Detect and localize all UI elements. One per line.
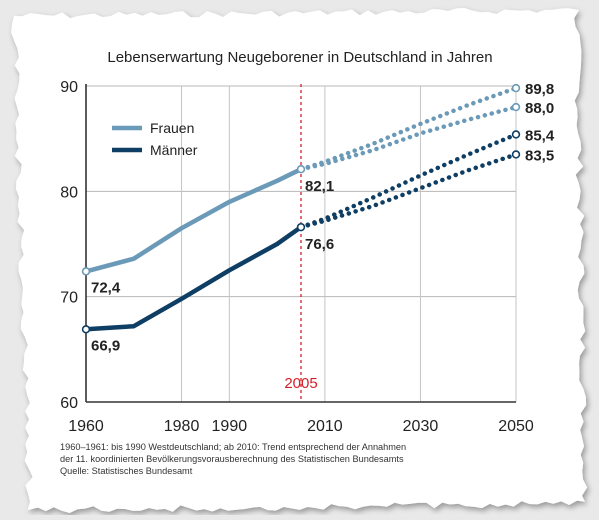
- start-point-maenner: [81, 325, 91, 334]
- series-lines: [81, 83, 521, 334]
- forecast-end-point-maenner-2: [511, 150, 521, 159]
- y-tick-label-80: 80: [60, 184, 78, 201]
- x-tick-label-2050: 2050: [498, 418, 534, 435]
- data-labels: 89,8 88,0 72,4 82,1 85,4 83,5 66,9 76,6: [91, 81, 555, 354]
- paper-background: [11, 8, 588, 513]
- forecast-line-maenner-2: [298, 152, 519, 230]
- marker-value-label-frauen: 82,1: [305, 178, 334, 195]
- footnote-line-1: 1960–1961: bis 1990 Westdeutschland; ab …: [60, 442, 406, 452]
- marker-label-2005: 2005: [284, 375, 317, 392]
- legend: Frauen Männer: [112, 120, 198, 158]
- y-tick-label-60: 60: [60, 395, 78, 412]
- forecast-end-point-maenner-1: [511, 130, 521, 139]
- y-tick-label-90: 90: [60, 79, 78, 96]
- start-value-label-frauen: 72,4: [91, 279, 121, 296]
- end-value-label-frauen-1: 89,8: [525, 81, 554, 98]
- marker-point-maenner: [296, 222, 306, 232]
- x-tick-label-2030: 2030: [403, 418, 439, 435]
- forecast-end-point-frauen-2: [511, 102, 521, 112]
- series-line-maenner: [83, 224, 304, 332]
- chart-title: Lebenserwartung Neugeborener in Deutschl…: [107, 49, 492, 66]
- footnote-source: Quelle: Statistisches Bundesamt: [60, 466, 193, 476]
- footnote-line-2: der 11. koordinierten Bevölkerungsvoraus…: [60, 454, 404, 464]
- forecast-end-point-frauen-1: [511, 83, 521, 93]
- x-tick-label-2010: 2010: [307, 418, 343, 435]
- end-value-label-frauen-2: 88,0: [525, 100, 554, 117]
- legend-label-maenner: Männer: [150, 142, 198, 158]
- series-line-frauen: [83, 166, 304, 274]
- marker-point-frauen: [296, 165, 306, 174]
- x-tick-label-1980: 1980: [164, 418, 200, 435]
- end-value-label-maenner-1: 85,4: [525, 127, 555, 144]
- x-tick-label-1960: 1960: [68, 418, 104, 435]
- forecast-line-frauen-2: [298, 104, 519, 172]
- axes: 60 70 80 90 1960 1980 1990 2010 2030 2050 2005: [60, 79, 534, 435]
- end-value-label-maenner-2: 83,5: [525, 147, 554, 164]
- x-tick-label-1990: 1990: [212, 418, 248, 435]
- start-point-frauen: [81, 267, 91, 276]
- footnotes: 1960–1961: bis 1990 Westdeutschland; ab …: [60, 442, 406, 476]
- marker-value-label-maenner: 76,6: [305, 236, 334, 253]
- legend-label-frauen: Frauen: [150, 120, 194, 136]
- y-tick-label-70: 70: [60, 290, 78, 307]
- start-value-label-maenner: 66,9: [91, 337, 120, 354]
